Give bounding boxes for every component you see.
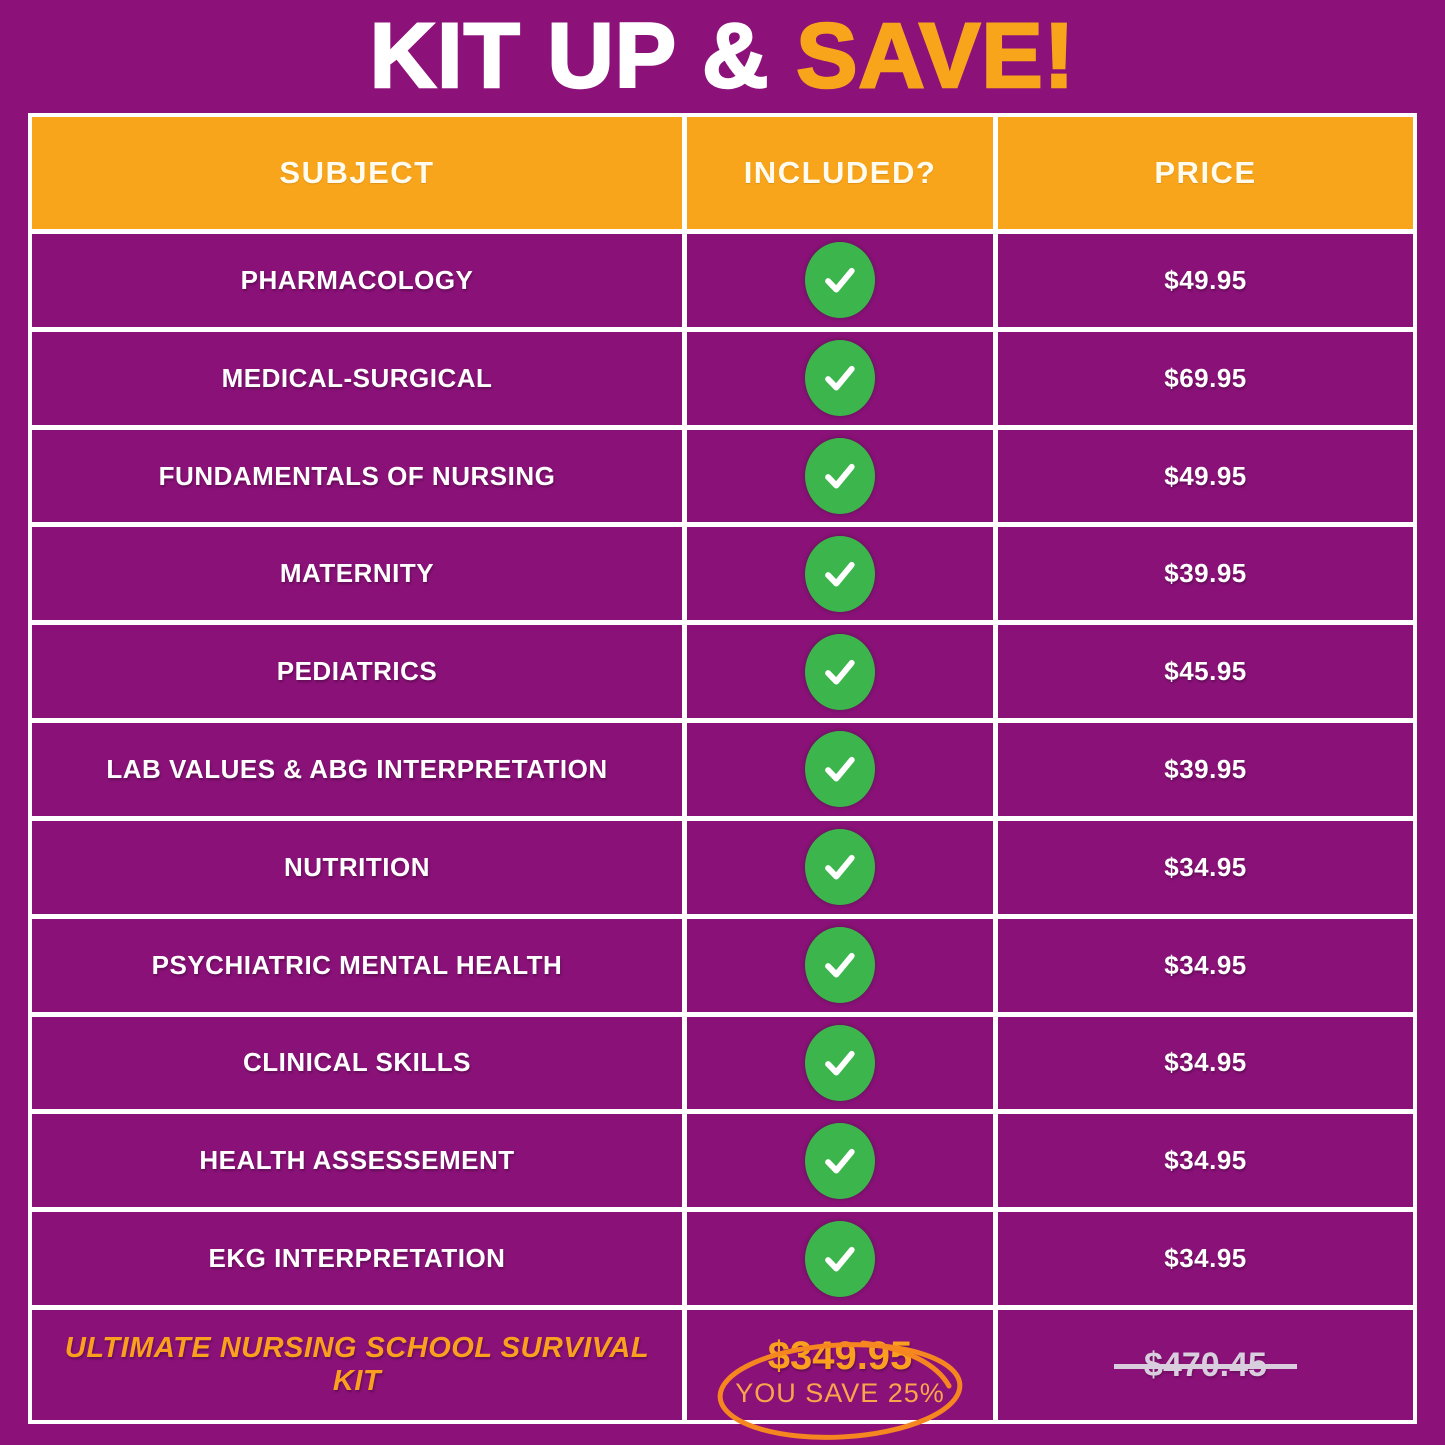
column-header-price: PRICE: [998, 117, 1413, 229]
table-row-included: [687, 918, 993, 1012]
kit-row-price-cell: $349.95 YOU SAVE 25%: [687, 1310, 993, 1440]
table-row-subject: MEDICAL-SURGICAL: [32, 331, 682, 425]
original-price-struck: $470.45: [1114, 1345, 1297, 1384]
check-icon: [805, 535, 875, 612]
check-icon: [805, 1024, 875, 1101]
table-row-subject: PSYCHIATRIC MENTAL HEALTH: [32, 918, 682, 1012]
table-row-included: [687, 429, 993, 523]
title-text-orange: SAVE!: [795, 4, 1076, 109]
table-row-included: [687, 234, 993, 327]
check-icon: [805, 829, 875, 906]
table-row-subject: FUNDAMENTALS OF NURSING: [32, 429, 682, 523]
table-row-price: $34.95: [998, 1016, 1413, 1110]
kit-row-name: ULTIMATE NURSING SCHOOL SURVIVAL KIT: [32, 1310, 682, 1420]
title-text-white: KIT UP &: [368, 4, 797, 109]
table-row-included: [687, 1016, 993, 1110]
table-row-price: $34.95: [998, 918, 1413, 1012]
check-icon: [805, 340, 875, 417]
table-row-price: $34.95: [998, 1114, 1413, 1208]
table-row-subject: EKG INTERPRETATION: [32, 1212, 682, 1305]
table-row-included: [687, 723, 993, 816]
table-row-subject: LAB VALUES & ABG INTERPRETATION: [32, 723, 682, 816]
table-row-included: [687, 527, 993, 621]
table-row-price: $49.95: [998, 429, 1413, 523]
kit-save-text: YOU SAVE 25%: [735, 1378, 945, 1408]
table-row-subject: PHARMACOLOGY: [32, 234, 682, 327]
table-row-price: $34.95: [998, 820, 1413, 914]
table-row-included: [687, 1114, 993, 1208]
check-icon: [805, 927, 875, 1004]
kit-row-original-price-cell: $470.45: [998, 1310, 1413, 1420]
table-row-included: [687, 820, 993, 914]
check-icon: [805, 242, 875, 319]
table-row-included: [687, 331, 993, 425]
check-icon: [805, 731, 875, 808]
kit-price: $349.95: [767, 1334, 913, 1378]
table-row-price: $69.95: [998, 331, 1413, 425]
table-row-price: $34.95: [998, 1212, 1413, 1305]
table-row-price: $45.95: [998, 625, 1413, 719]
table-row-subject: NUTRITION: [32, 820, 682, 914]
check-icon: [805, 438, 875, 515]
check-icon: [805, 1122, 875, 1199]
table-row-subject: MATERNITY: [32, 527, 682, 621]
table-row-subject: HEALTH ASSESSEMENT: [32, 1114, 682, 1208]
pricing-table: SUBJECT INCLUDED? PRICE PHARMACOLOGY $49…: [28, 113, 1417, 1440]
table-row-price: $49.95: [998, 234, 1413, 327]
column-header-subject: SUBJECT: [32, 117, 682, 229]
table-row-included: [687, 625, 993, 719]
column-header-included: INCLUDED?: [687, 117, 993, 229]
table-row-price: $39.95: [998, 723, 1413, 816]
table-row-subject: CLINICAL SKILLS: [32, 1016, 682, 1110]
table-row-included: [687, 1212, 993, 1305]
table-row-price: $39.95: [998, 527, 1413, 621]
check-icon: [805, 1220, 875, 1297]
check-icon: [805, 633, 875, 710]
table-row-subject: PEDIATRICS: [32, 625, 682, 719]
page-title: KIT UP & SAVE!: [0, 0, 1445, 113]
